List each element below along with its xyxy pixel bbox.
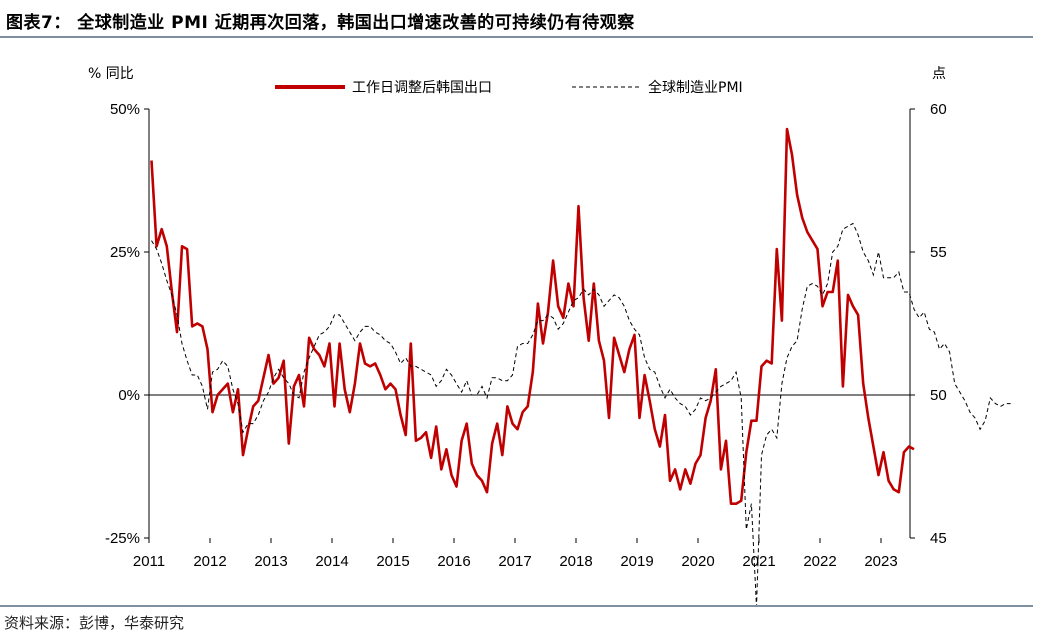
- left-axis-unit: % 同比: [88, 66, 134, 82]
- x-tick-label: 2020: [681, 553, 714, 570]
- x-tick-label: 2023: [864, 553, 897, 570]
- x-tick-label: 2011: [133, 553, 165, 570]
- left-tick-label: -25%: [105, 530, 140, 547]
- source-note: 资料来源：彭博，华泰研究: [4, 614, 185, 632]
- right-tick-label: 55: [930, 244, 947, 261]
- x-tick-label: 2015: [376, 553, 409, 570]
- legend-pmi-label: 全球制造业PMI: [648, 79, 743, 96]
- x-tick-label: 2018: [559, 553, 592, 570]
- right-tick-label: 45: [930, 530, 947, 547]
- bottom-rule: [0, 605, 1033, 607]
- x-tick-label: 2017: [498, 553, 531, 570]
- korea-export-line: [150, 127, 915, 506]
- figure-title: 图表7： 全球制造业 PMI 近期再次回落，韩国出口增速改善的可持续仍有待观察: [6, 13, 635, 33]
- series-group: [150, 127, 1011, 607]
- left-tick-label: 50%: [110, 101, 140, 118]
- x-tick-label: 2013: [254, 553, 287, 570]
- legend: 工作日调整后韩国出口 全球制造业PMI: [275, 79, 743, 96]
- x-tick-label: 2016: [437, 553, 470, 570]
- x-tick-label: 2019: [620, 553, 653, 570]
- x-tick-label: 2014: [315, 553, 348, 570]
- top-rule: [0, 36, 1033, 38]
- right-axis-unit: 点: [932, 66, 946, 82]
- x-tick-label: 2012: [193, 553, 226, 570]
- x-tick-label: 2021: [742, 553, 775, 570]
- right-tick-label: 50: [930, 387, 947, 404]
- global-pmi-line: [151, 222, 1011, 607]
- right-tick-label: 60: [930, 101, 947, 118]
- left-tick-label: 25%: [110, 244, 140, 261]
- left-tick-label: 0%: [118, 387, 140, 404]
- legend-export-label: 工作日调整后韩国出口: [352, 80, 492, 96]
- x-tick-label: 2022: [803, 553, 836, 570]
- axes-group: -25% 0% 25% 50% 45 50 55 60 2011 2012 2013 2014 2015…: [105, 101, 947, 570]
